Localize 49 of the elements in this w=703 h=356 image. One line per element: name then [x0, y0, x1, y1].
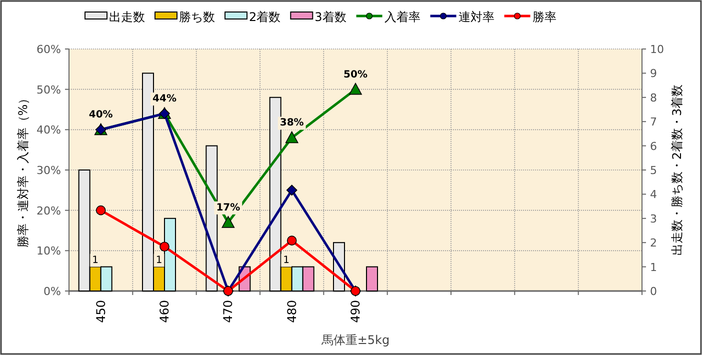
point — [222, 216, 235, 228]
legend-label: 入着率 — [384, 10, 420, 24]
legend-label: 出走数 — [109, 10, 145, 24]
y2-tick-label: 10 — [650, 43, 664, 56]
y2-tick-label: 4 — [650, 188, 657, 202]
y-tick-label: 40% — [36, 124, 61, 137]
x-tick-label: 470 — [221, 300, 236, 323]
x-tick-label: 490 — [348, 300, 362, 323]
y2-tick-label: 5 — [650, 164, 657, 177]
y2-tick-label: 1 — [650, 260, 657, 274]
data-label: 38% — [280, 118, 304, 129]
data-label: 17% — [216, 202, 240, 214]
point — [285, 131, 298, 144]
y2-tick-label: 0 — [650, 285, 657, 298]
y-tick-label: 30% — [36, 164, 61, 177]
y2-tick-label: 7 — [650, 116, 657, 129]
y-axis-title: 勝率・連対率・入着率（%） — [16, 92, 30, 248]
legend-label: 勝ち数 — [179, 10, 215, 24]
legend-label: 連対率 — [458, 10, 494, 24]
y2-axis-title: 出走数・勝ち数・2着数・3着数 — [670, 84, 684, 256]
y2-tick-label: 2 — [650, 236, 657, 250]
data-label: 44% — [152, 94, 176, 105]
x-axis-title: 馬体重±5kg — [320, 333, 390, 347]
x-tick-label: 460 — [158, 300, 172, 323]
x-tick-label: 480 — [284, 300, 299, 323]
y-tick-label: 10% — [36, 244, 61, 258]
data-label: 1 — [283, 254, 290, 266]
y-tick-label: 60% — [36, 43, 61, 56]
data-label: 1 — [156, 254, 162, 266]
bar — [366, 266, 378, 292]
y-tick-label: 50% — [36, 83, 61, 96]
y-tick-label: 0% — [44, 285, 61, 298]
x-tick-label: 450 — [94, 300, 108, 323]
data-label: 50% — [344, 69, 368, 80]
point — [96, 205, 106, 216]
y2-tick-label: 3 — [650, 212, 657, 226]
data-label: 1 — [92, 254, 99, 266]
point — [286, 236, 297, 246]
legend-label: 2着数 — [249, 10, 281, 24]
data-label: 40% — [88, 110, 113, 121]
point — [349, 82, 362, 95]
y2-tick-label: 8 — [650, 91, 657, 104]
y2-tick-label: 6 — [650, 140, 657, 153]
point — [286, 184, 298, 196]
legend-label: 3着数 — [314, 10, 346, 24]
legend-label: 勝率 — [532, 10, 556, 24]
y2-tick-label: 9 — [650, 67, 657, 80]
y-tick-label: 20% — [36, 204, 61, 218]
point — [160, 242, 170, 252]
